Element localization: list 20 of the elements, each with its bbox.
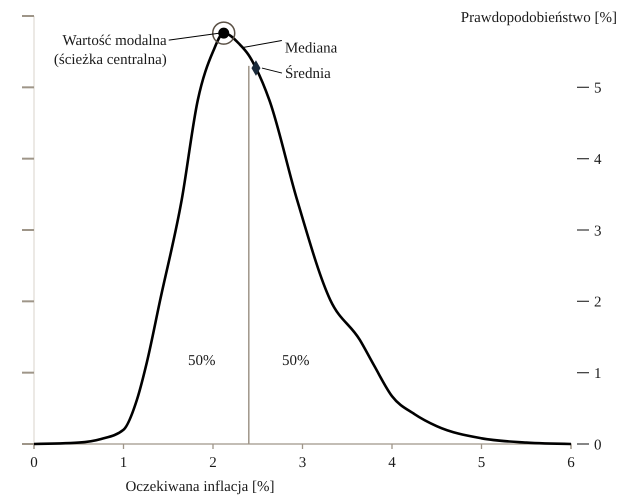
y-tick-label: 3	[594, 223, 602, 240]
y-tick-label: 0	[594, 437, 602, 454]
annotation: Wartość modalna (ścieżka centralna)	[54, 33, 168, 68]
annotation: 50%	[188, 353, 216, 369]
y-tick-label: 1	[594, 366, 602, 382]
x-tick-label: 2	[209, 455, 217, 471]
x-tick-label: 1	[120, 455, 128, 471]
annotation: 50%	[282, 353, 310, 369]
annotation: Mediana	[284, 40, 338, 57]
y-axis-title: Prawdopodobieństwo [%]	[460, 10, 617, 26]
annotation: Średnia	[284, 65, 332, 82]
y-tick-label: 4	[594, 152, 602, 168]
x-tick-label: 0	[30, 455, 38, 471]
x-tick-label: 4	[388, 455, 396, 471]
y-tick-label: 5	[594, 80, 602, 97]
x-tick-label: 3	[298, 455, 306, 471]
x-tick-label: 6	[567, 455, 576, 471]
x-tick-label: 5	[478, 455, 486, 471]
x-axis-title: Oczekiwana inflacja [%]	[125, 479, 275, 495]
y-tick-label: 2	[594, 294, 602, 311]
